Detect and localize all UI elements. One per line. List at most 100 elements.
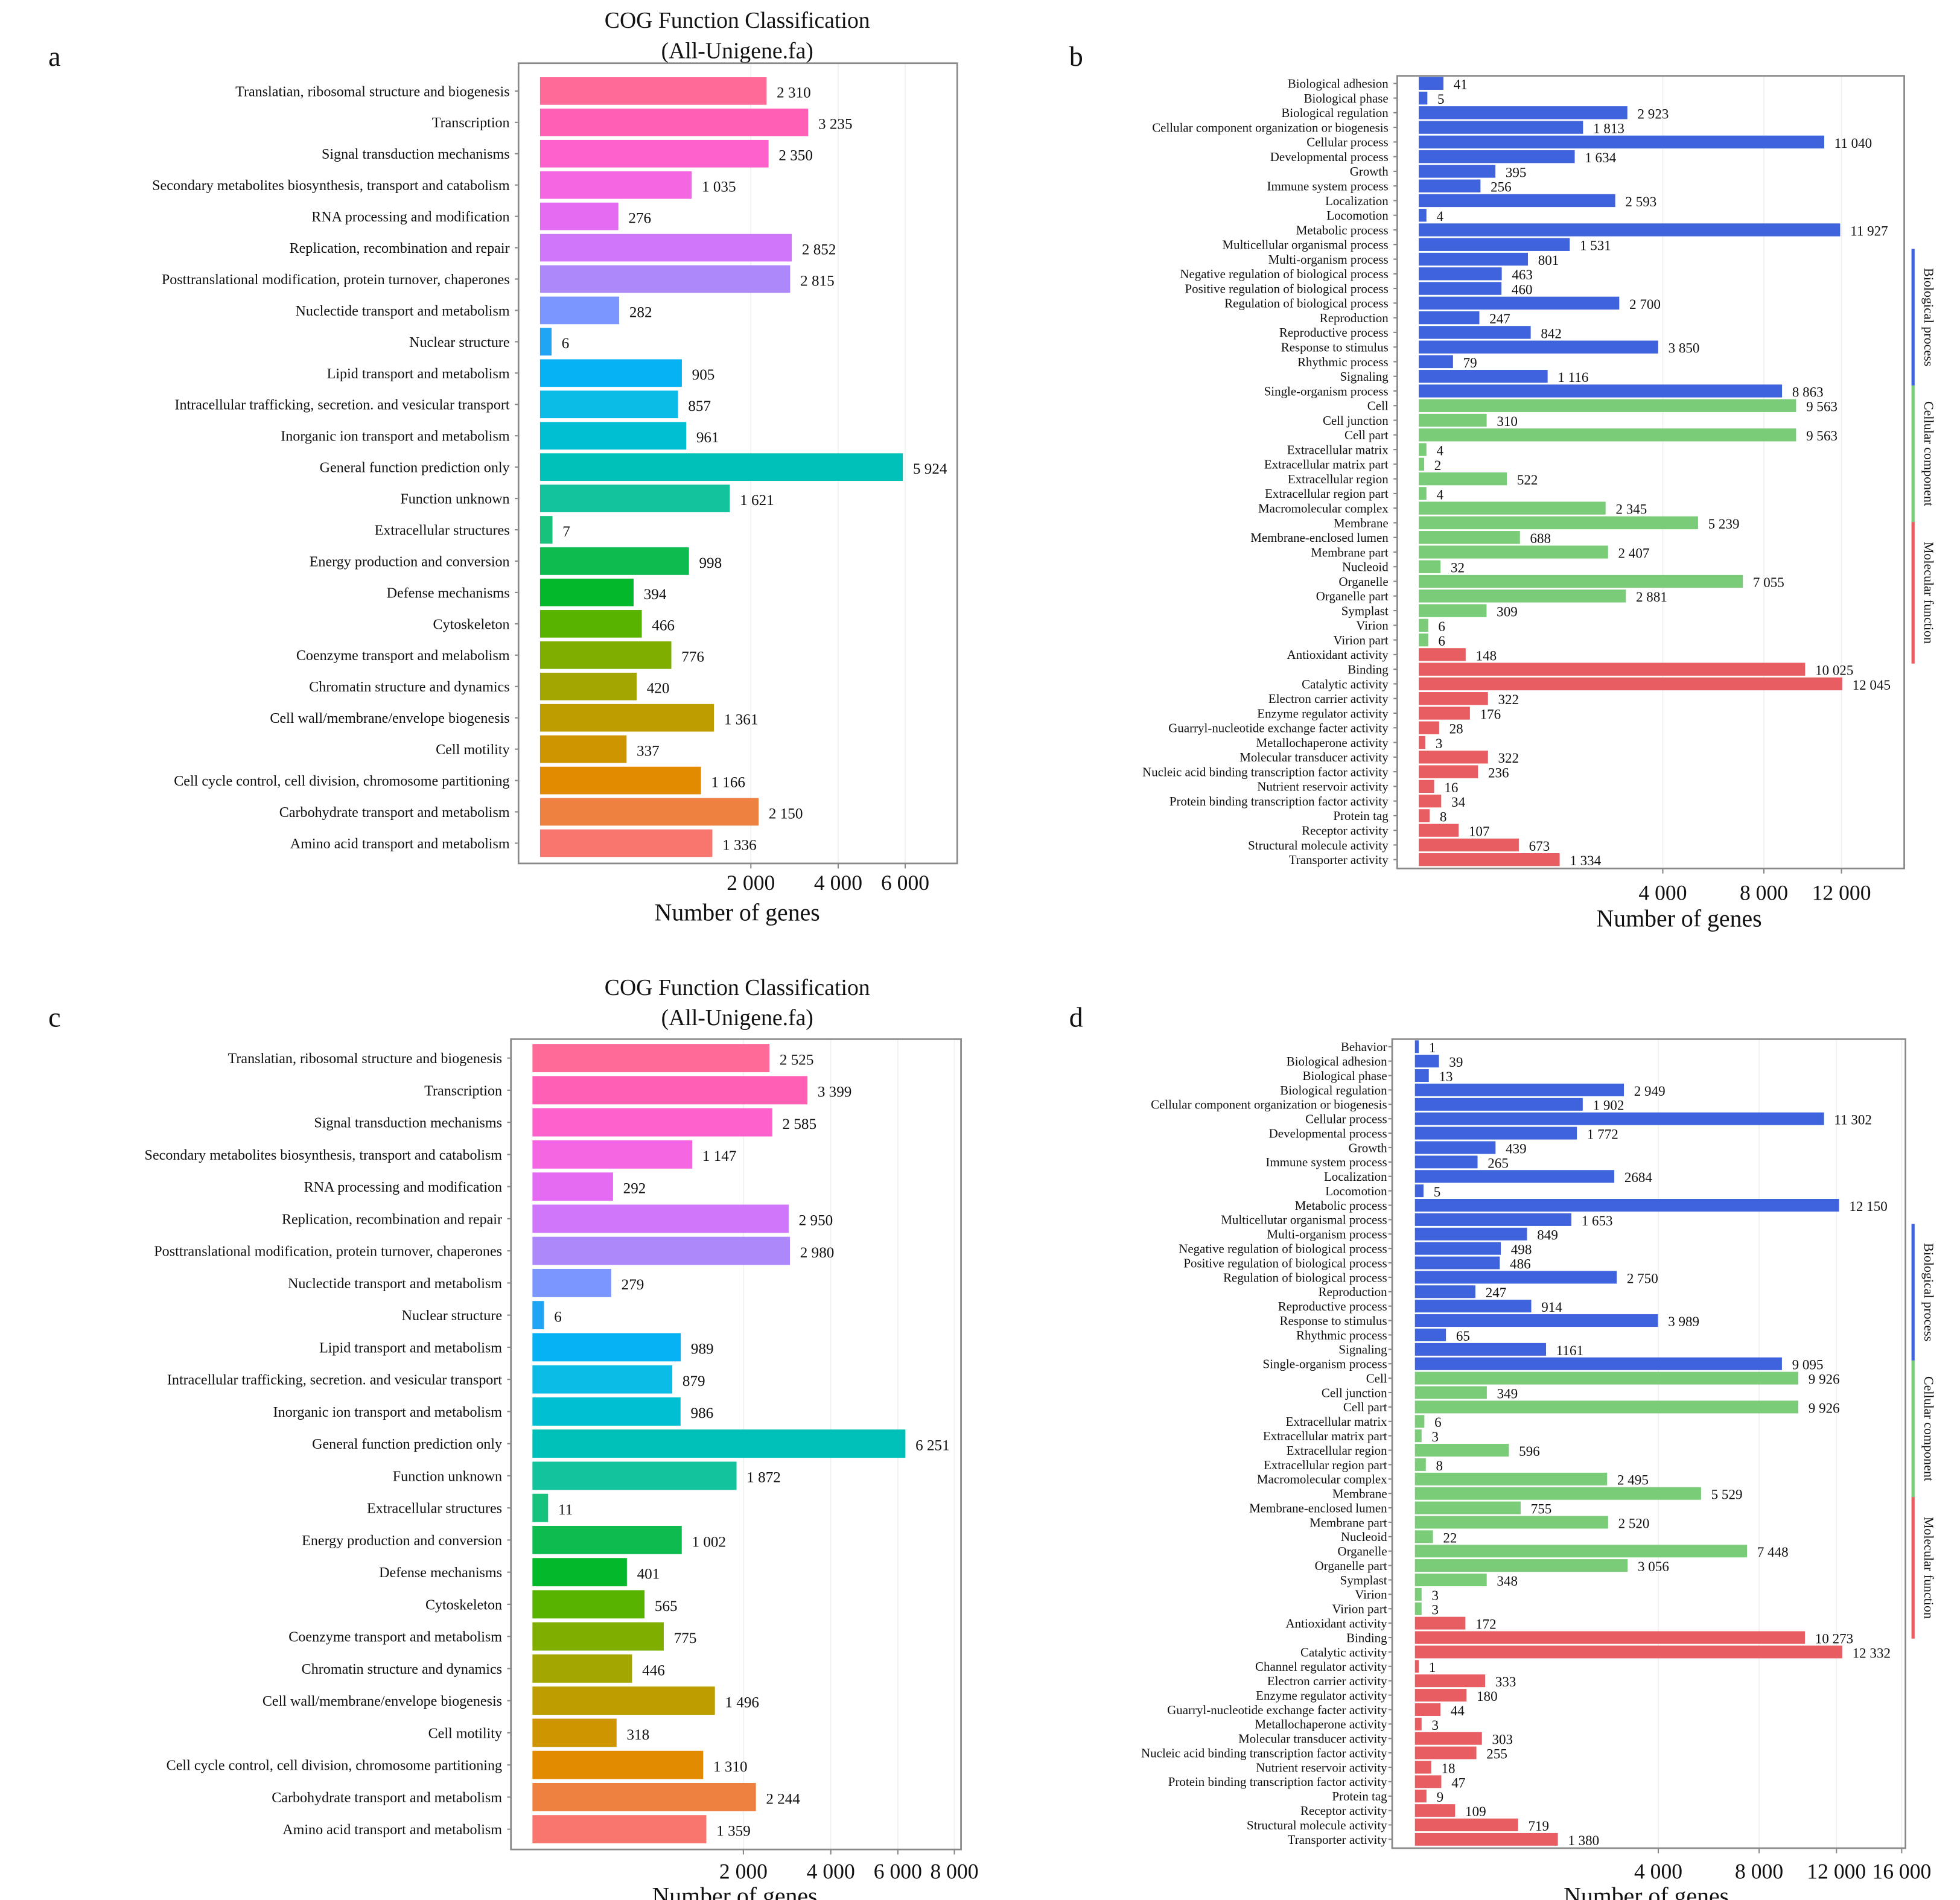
- category-label: Virion: [1356, 618, 1389, 633]
- data-label: 905: [692, 367, 715, 383]
- bar: [1419, 267, 1502, 281]
- category-label: Transcription: [424, 1083, 502, 1099]
- category-label: Extracellular structures: [375, 523, 510, 538]
- data-label: 65: [1456, 1328, 1470, 1344]
- category-label: Guarryl-nucleotide exchange facter activ…: [1167, 1703, 1387, 1717]
- data-label: 6: [1438, 633, 1445, 649]
- bar: [532, 1044, 770, 1073]
- data-label: 1 035: [702, 179, 736, 195]
- data-label: 4: [1437, 443, 1444, 459]
- bar: [1414, 1545, 1748, 1558]
- bar: [1419, 135, 1824, 149]
- bar: [1419, 384, 1783, 398]
- category-label: Growth: [1350, 164, 1389, 179]
- data-label: 32: [1451, 560, 1465, 576]
- category-label: Signal transduction mechanisms: [322, 147, 510, 162]
- bar: [1419, 531, 1520, 544]
- bar: [1414, 1819, 1518, 1832]
- category-label: Nuclectide transport and metabolism: [288, 1276, 502, 1292]
- bar: [1414, 1242, 1501, 1255]
- category-label: Nuclear structure: [402, 1308, 502, 1324]
- data-label: 998: [699, 555, 722, 571]
- data-label: 333: [1495, 1674, 1516, 1689]
- bar: [1414, 1717, 1422, 1730]
- category-label: Regulation of biological process: [1224, 296, 1389, 311]
- bar: [532, 1365, 673, 1394]
- data-label: 849: [1537, 1227, 1558, 1243]
- data-label: 1 002: [692, 1534, 727, 1550]
- category-label: Amino acid transport and metabolism: [282, 1822, 502, 1838]
- bar: [1419, 311, 1480, 325]
- data-label: 11 302: [1834, 1112, 1871, 1128]
- data-label: 309: [1497, 604, 1518, 620]
- data-label: 394: [644, 586, 667, 603]
- category-label: Virion part: [1332, 1602, 1387, 1616]
- data-label: 41: [1454, 77, 1468, 92]
- category-label: Cytoskeleton: [425, 1597, 502, 1613]
- category-label: Immune system process: [1265, 1155, 1387, 1169]
- bar: [1414, 1559, 1628, 1572]
- bar: [1419, 209, 1427, 222]
- data-label: 9 563: [1806, 428, 1838, 443]
- bar: [1414, 1645, 1842, 1659]
- data-label: 2: [1434, 457, 1442, 473]
- category-label: Symplast: [1340, 1573, 1387, 1587]
- panel-a: a COG Function Classification (All-Unigene…: [48, 8, 958, 926]
- data-label: 2 310: [777, 85, 811, 101]
- category-label: Energy production and conversion: [310, 554, 510, 570]
- category-label: Membrane: [1332, 1487, 1387, 1501]
- data-label: 247: [1489, 311, 1510, 326]
- bar: [1419, 662, 1806, 676]
- bar: [1414, 1055, 1439, 1068]
- bar: [1414, 1112, 1824, 1125]
- category-label: Chromatin structure and dynamics: [309, 679, 509, 695]
- group-label: Biological process: [1921, 1243, 1936, 1341]
- category-label: Defense mechanisms: [387, 585, 510, 601]
- data-label: 914: [1541, 1299, 1562, 1315]
- bar: [532, 1268, 611, 1297]
- data-label: 3: [1432, 1717, 1439, 1733]
- bar: [539, 359, 682, 387]
- category-label: Enzyme regulator activity: [1257, 706, 1389, 720]
- data-label: 34: [1451, 794, 1466, 810]
- bar: [539, 328, 552, 356]
- data-label: 2684: [1624, 1169, 1653, 1185]
- bar: [1419, 443, 1427, 456]
- bar: [532, 1108, 772, 1137]
- bar: [539, 829, 713, 857]
- bar: [1414, 1342, 1547, 1356]
- bar: [1414, 1444, 1509, 1457]
- bar: [532, 1654, 632, 1683]
- category-label: Guarryl-nucleotide exchange facter activ…: [1168, 721, 1389, 736]
- bar: [1419, 457, 1425, 471]
- bar: [539, 579, 634, 606]
- category-label: Multi-organism process: [1267, 1227, 1387, 1242]
- data-label: 247: [1486, 1285, 1507, 1300]
- bar: [1419, 736, 1426, 749]
- bar: [1419, 721, 1439, 734]
- panel-c: c COG Function Classification (All-Unigene…: [48, 975, 978, 1900]
- data-label: 4: [1437, 208, 1444, 224]
- plot-frame: [517, 62, 958, 865]
- category-label: Cell cycle control, cell division, chrom…: [174, 774, 509, 789]
- data-label: 842: [1541, 325, 1562, 341]
- category-label: Transcription: [432, 115, 510, 131]
- x-tick-label: 12 000: [1812, 881, 1871, 905]
- data-label: 1 166: [711, 774, 745, 790]
- category-label: Energy production and conversion: [302, 1533, 502, 1549]
- bar: [1419, 487, 1427, 500]
- bar: [1414, 1199, 1839, 1212]
- category-label: Response to stimulus: [1281, 340, 1389, 355]
- data-label: 986: [691, 1405, 714, 1422]
- bar: [539, 672, 637, 701]
- category-label: Transporter activity: [1288, 1832, 1387, 1847]
- x-tick-label: 16 000: [1872, 1859, 1931, 1883]
- category-label: Carbohydrate transport and metabolism: [272, 1790, 502, 1806]
- bar: [1419, 340, 1658, 354]
- category-label: Cellular process: [1306, 135, 1388, 150]
- data-label: 12 045: [1853, 677, 1891, 693]
- category-label: Virion part: [1334, 633, 1389, 647]
- category-label: Membrane part: [1311, 545, 1389, 559]
- data-label: 265: [1488, 1155, 1509, 1171]
- bar: [532, 1333, 681, 1362]
